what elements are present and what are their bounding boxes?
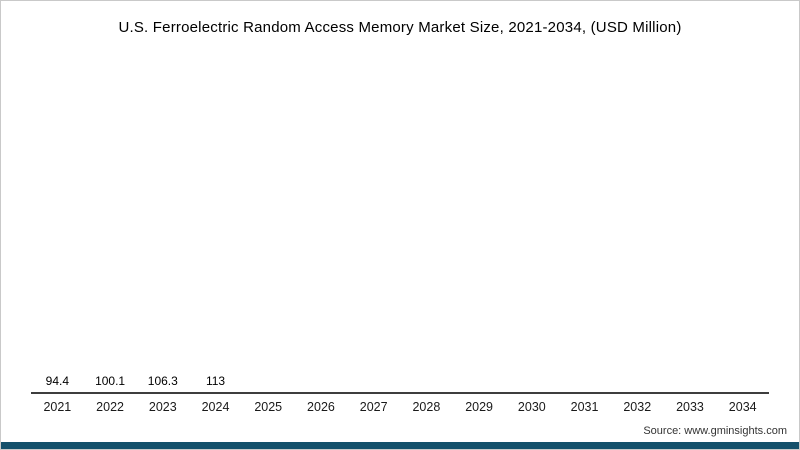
x-tick-label: 2029 bbox=[465, 400, 494, 414]
bar-column bbox=[664, 374, 717, 392]
bar-column bbox=[505, 374, 558, 392]
x-tick-column: 2034 bbox=[716, 400, 769, 414]
x-tick-label: 2031 bbox=[570, 400, 599, 414]
x-tick-column: 2033 bbox=[664, 400, 717, 414]
x-tick-column: 2022 bbox=[84, 400, 137, 414]
chart-title: U.S. Ferroelectric Random Access Memory … bbox=[118, 19, 682, 36]
bar-column bbox=[558, 374, 611, 392]
x-tick-label: 2022 bbox=[96, 400, 124, 414]
x-tick-column: 2032 bbox=[611, 400, 664, 414]
bar-value-label: 94.4 bbox=[45, 374, 70, 388]
x-tick-column: 2030 bbox=[505, 400, 558, 414]
x-tick-label: 2024 bbox=[201, 400, 230, 414]
bar-column: 100.1 bbox=[84, 374, 137, 392]
x-tick-label: 2025 bbox=[254, 400, 283, 414]
bar-value-label: 106.3 bbox=[147, 374, 178, 388]
bar-column: 113 bbox=[189, 374, 242, 392]
x-tick-column: 2031 bbox=[558, 400, 611, 414]
bar-value-label: 100.1 bbox=[95, 374, 126, 388]
x-tick-column: 2025 bbox=[242, 400, 295, 414]
bar-column: 106.3 bbox=[136, 374, 189, 392]
bar-value-label: 113 bbox=[205, 374, 226, 388]
bar-column bbox=[611, 374, 664, 392]
bar-column: 94.4 bbox=[31, 374, 84, 392]
x-tick-label: 2021 bbox=[43, 400, 72, 414]
x-tick-label: 2034 bbox=[728, 400, 757, 414]
bar-column bbox=[716, 374, 769, 392]
x-tick-column: 2028 bbox=[400, 400, 453, 414]
x-tick-column: 2027 bbox=[347, 400, 400, 414]
bar-column bbox=[242, 374, 295, 392]
x-tick-column: 2024 bbox=[189, 400, 242, 414]
bar-column bbox=[453, 374, 506, 392]
x-tick-label: 2033 bbox=[676, 400, 704, 414]
plot-area: 94.4 100.1 106.3 113 2021 2022 2023 2024 2025 20… bbox=[31, 59, 769, 414]
source-text: Source: www.gminsights.com bbox=[643, 425, 787, 437]
x-tick-column: 2021 bbox=[31, 400, 84, 414]
x-tick-label: 2032 bbox=[623, 400, 652, 414]
x-tick-label: 2026 bbox=[307, 400, 335, 414]
bar-column bbox=[347, 374, 400, 392]
x-tick-label: 2028 bbox=[412, 400, 441, 414]
bar-column bbox=[400, 374, 453, 392]
x-tick-column: 2026 bbox=[295, 400, 348, 414]
x-tick-column: 2023 bbox=[136, 400, 189, 414]
x-tick-column: 2029 bbox=[453, 400, 506, 414]
x-tick-label: 2030 bbox=[517, 400, 546, 414]
bars-container: 94.4 100.1 106.3 113 bbox=[31, 59, 769, 394]
x-axis-labels: 2021 2022 2023 2024 2025 2026 2027 2028 2029 2030… bbox=[31, 400, 769, 414]
x-tick-label: 2027 bbox=[359, 400, 388, 414]
bar-column bbox=[295, 374, 348, 392]
bottom-accent-bar bbox=[1, 442, 799, 449]
x-tick-label: 2023 bbox=[148, 400, 177, 414]
